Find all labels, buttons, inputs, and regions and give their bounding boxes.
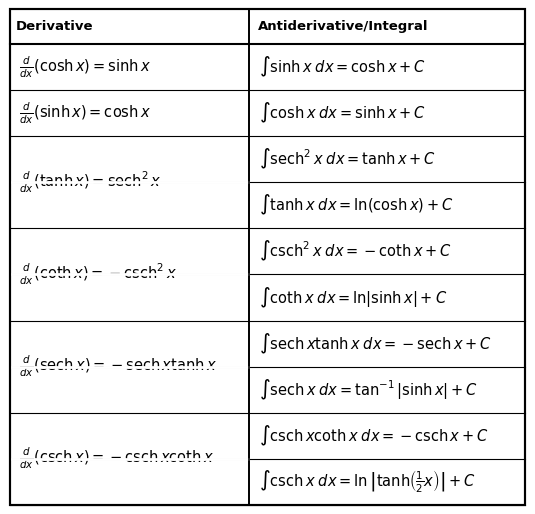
Text: Derivative: Derivative	[16, 20, 94, 33]
Text: $\int \sinh x\; dx = \cosh x + C$: $\int \sinh x\; dx = \cosh x + C$	[259, 55, 426, 79]
Text: $\frac{d}{dx}(\coth x) = -\mathrm{csch}^{2}\, x$: $\frac{d}{dx}(\coth x) = -\mathrm{csch}^…	[19, 262, 177, 287]
Text: $\frac{d}{dx}(\mathrm{sech}\, x) = -\mathrm{sech}\, x\tanh x$: $\frac{d}{dx}(\mathrm{sech}\, x) = -\mat…	[19, 354, 217, 379]
FancyBboxPatch shape	[10, 9, 525, 505]
Text: $\int \coth x\; dx = \ln|\sinh x| + C$: $\int \coth x\; dx = \ln|\sinh x| + C$	[259, 285, 447, 309]
Text: $\int \cosh x\; dx = \sinh x + C$: $\int \cosh x\; dx = \sinh x + C$	[259, 101, 426, 125]
Text: $\int \mathrm{sech}\, x\; dx = \tan^{-1}|\sinh x| + C$: $\int \mathrm{sech}\, x\; dx = \tan^{-1}…	[259, 378, 478, 401]
Text: $\int \mathrm{sech}\, x\tanh x\; dx = -\mathrm{sech}\, x + C$: $\int \mathrm{sech}\, x\tanh x\; dx = -\…	[259, 332, 492, 356]
Text: Antiderivative/Integral: Antiderivative/Integral	[257, 20, 428, 33]
Text: $\int \mathrm{csch}^{2}\, x\; dx = -\coth x + C$: $\int \mathrm{csch}^{2}\, x\; dx = -\cot…	[259, 240, 452, 264]
Text: $\frac{d}{dx}(\cosh x) = \sinh x$: $\frac{d}{dx}(\cosh x) = \sinh x$	[19, 54, 151, 80]
Text: $\frac{d}{dx}(\tanh x) = \mathrm{sech}^{2}\, x$: $\frac{d}{dx}(\tanh x) = \mathrm{sech}^{…	[19, 170, 162, 195]
Text: $\int \mathrm{csch}\, x\coth x\; dx = -\mathrm{csch}\, x + C$: $\int \mathrm{csch}\, x\coth x\; dx = -\…	[259, 424, 489, 448]
Text: $\frac{d}{dx}(\mathrm{csch}\, x) = -\mathrm{csch}\, x\coth x$: $\frac{d}{dx}(\mathrm{csch}\, x) = -\mat…	[19, 446, 214, 471]
Text: $\int \mathrm{sech}^{2}\, x\; dx = \tanh x + C$: $\int \mathrm{sech}^{2}\, x\; dx = \tanh…	[259, 148, 436, 171]
Text: $\int \mathrm{csch}\, x\; dx = \ln\left|\tanh\!\left(\frac{1}{2}x\right)\right| : $\int \mathrm{csch}\, x\; dx = \ln\left|…	[259, 469, 476, 495]
Text: $\int \tanh x\; dx = \ln(\cosh x) + C$: $\int \tanh x\; dx = \ln(\cosh x) + C$	[259, 193, 454, 217]
Text: $\frac{d}{dx}(\sinh x) = \cosh x$: $\frac{d}{dx}(\sinh x) = \cosh x$	[19, 101, 151, 126]
